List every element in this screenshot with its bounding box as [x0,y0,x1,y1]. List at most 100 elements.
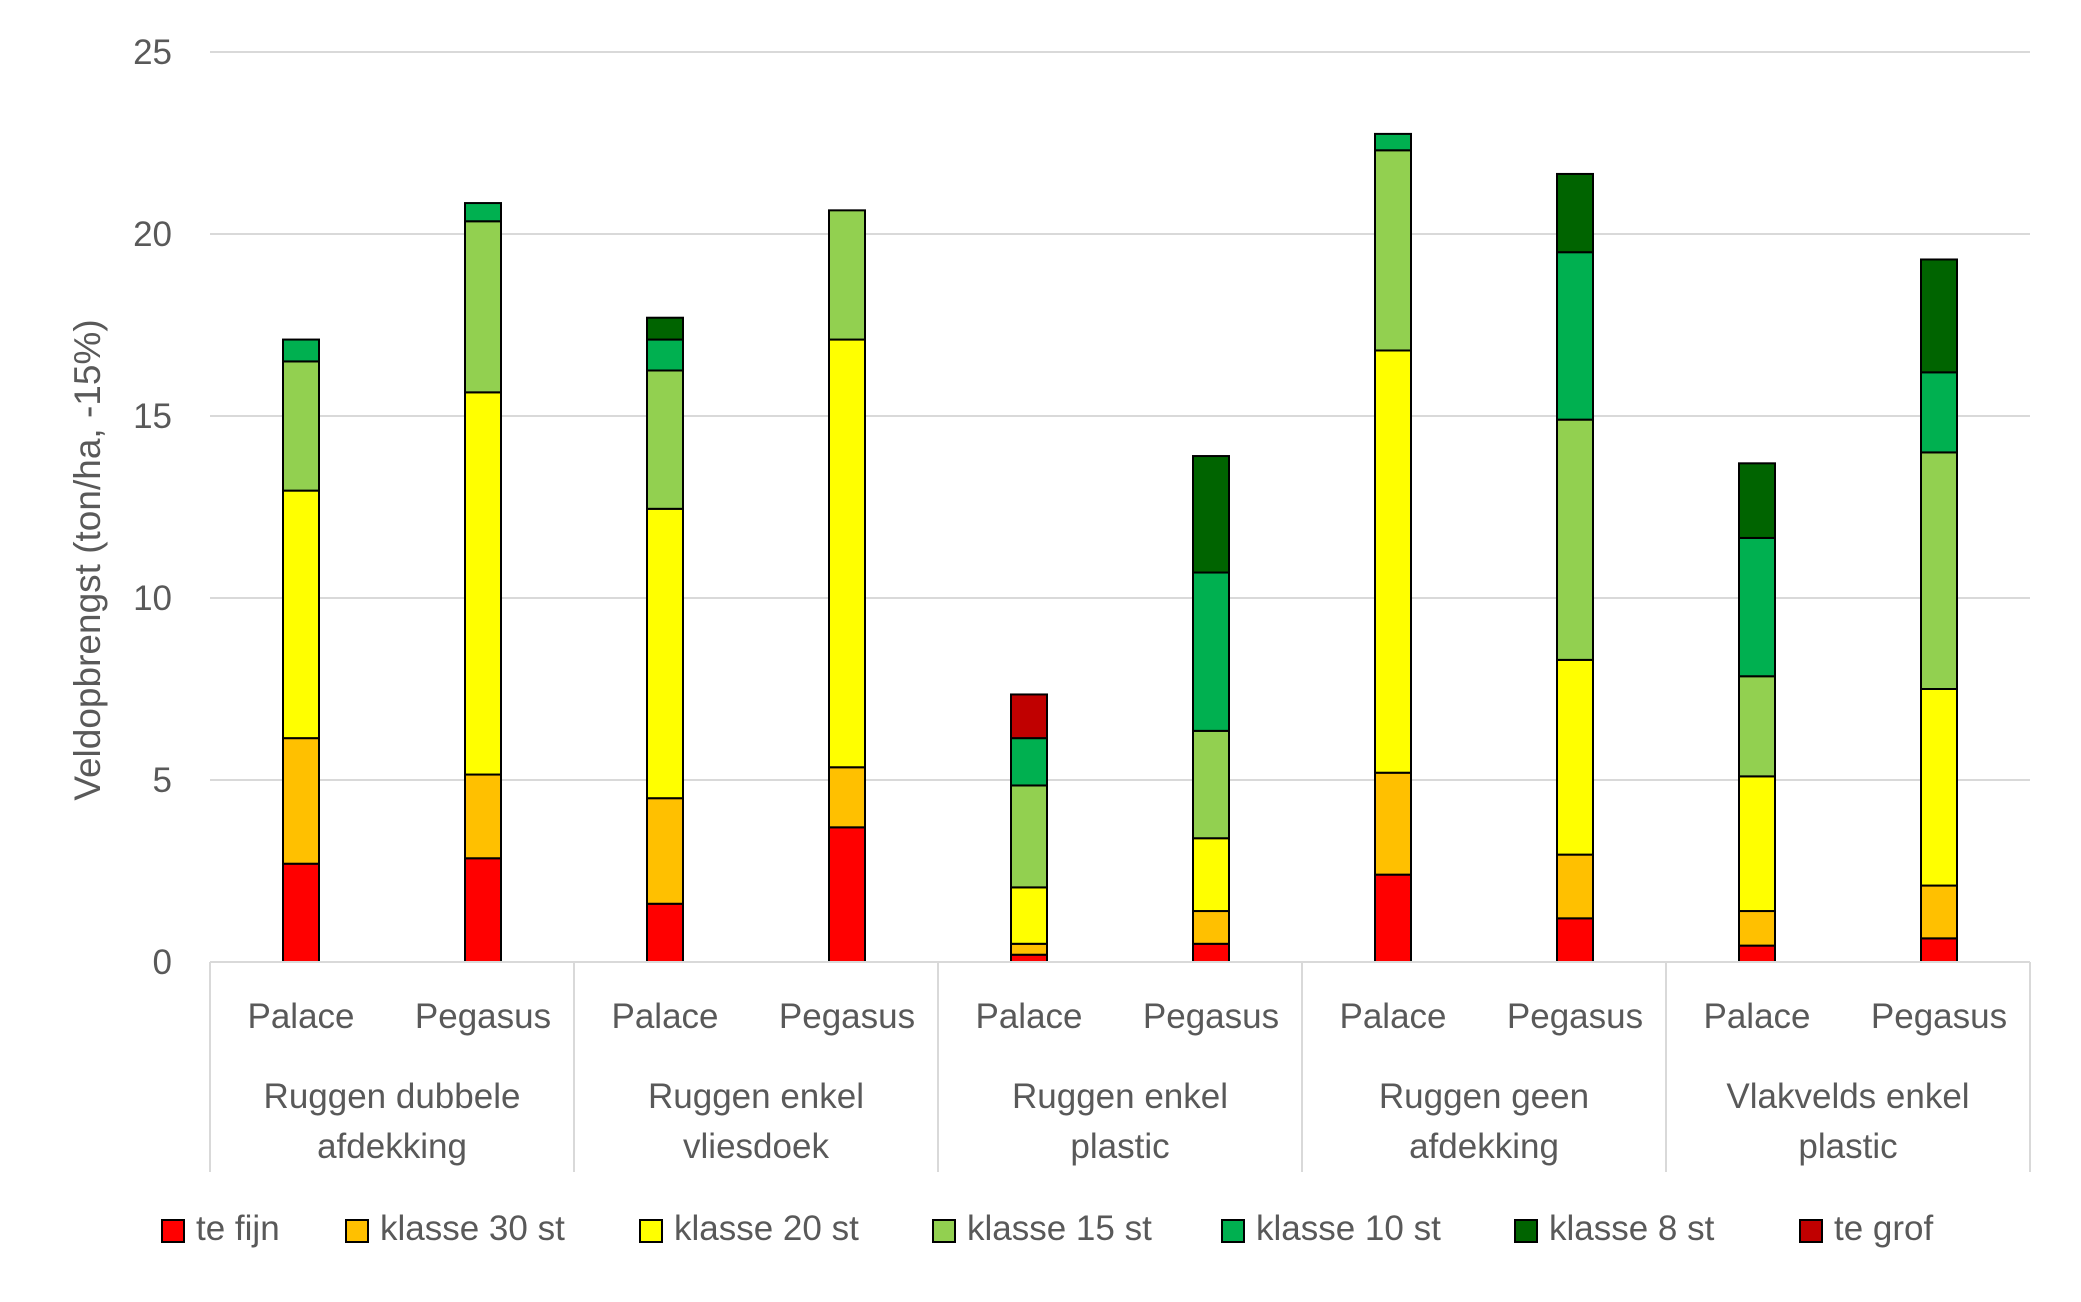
bar-segment [1010,737,1048,787]
legend-swatch [1514,1219,1538,1243]
x-category-label: Pegasus [1871,997,2007,1036]
bar-segment [1738,944,1776,963]
legend-swatch [639,1219,663,1243]
bar-segment [282,737,320,865]
bar-segment [1556,418,1594,661]
x-category-label: Palace [247,997,354,1036]
bar-segment [1010,942,1048,956]
bar-segment [1192,571,1230,732]
x-group-label: plastic [1798,1127,1897,1166]
y-axis-ticks: 0 5 10 15 20 25 [133,33,172,982]
legend-label: klasse 30 st [380,1209,565,1248]
legend-label: te fijn [196,1209,280,1248]
gridlines [210,51,2030,781]
bar-segment [1010,784,1048,889]
x-axis: Palace Pegasus Ruggen dubbele afdekking Pala… [209,961,2031,1172]
bar-segment [1556,917,1594,964]
legend-swatch [161,1219,185,1243]
bar-segment [828,766,866,829]
bar-segment [646,902,684,964]
y-tick-label: 0 [153,943,172,982]
bar-segment [1920,884,1958,940]
x-group-label: Ruggen enkel [1012,1077,1228,1116]
bar-segment [282,489,320,740]
bar-segment [1192,455,1230,574]
bar-segment [1374,873,1412,964]
bar-segment [646,316,684,341]
bar-segment [1920,688,1958,887]
legend-swatch [345,1219,369,1243]
bar-segment [464,857,502,964]
bar-segment [1920,371,1958,454]
bar-segment [1738,462,1776,539]
bar-segment [646,507,684,800]
bar-segment [1738,675,1776,778]
bar-segment [1374,149,1412,352]
x-group-label: Ruggen enkel [648,1077,864,1116]
bar-segment [282,862,320,963]
legend-swatch [932,1219,956,1243]
bar-segment [1556,658,1594,856]
bar-segment [1556,172,1594,254]
bar-segment [1010,953,1048,963]
y-tick-label: 20 [133,215,172,254]
legend-label: te grof [1834,1209,1933,1248]
legend-label: klasse 10 st [1256,1209,1441,1248]
y-tick-label: 10 [133,579,172,618]
x-category-label: Pegasus [415,997,551,1036]
bar-segment [1920,451,1958,690]
legend-swatch [1221,1219,1245,1243]
x-group-label: plastic [1070,1127,1169,1166]
x-group-label: Ruggen geen [1379,1077,1589,1116]
bar-segment [1556,853,1594,920]
bar-segment [1192,837,1230,913]
bar-segment [1920,258,1958,374]
x-group-label: afdekking [1409,1127,1559,1166]
bar-segment [828,338,866,769]
bar-segment [282,360,320,492]
bar-segment [1556,251,1594,421]
x-category-label: Palace [611,997,718,1036]
bar-segment [1738,536,1776,678]
bar-segment [1192,729,1230,840]
bar-segment [1374,132,1412,152]
x-group-label: vliesdoek [683,1127,829,1166]
legend-label: klasse 8 st [1549,1209,1715,1248]
x-category-label: Palace [1339,997,1446,1036]
x-group-label: afdekking [317,1127,467,1166]
bar-segment [1738,775,1776,913]
bar-segment [464,773,502,860]
bar-segment [464,220,502,394]
bar-segment [282,338,320,363]
legend-label: klasse 20 st [674,1209,859,1248]
bars [282,132,1958,964]
y-axis-label: Veldopbrengst (ton/ha, -15%) [67,319,108,800]
bar-segment [1010,886,1048,945]
bar-segment [1192,910,1230,945]
bar-segment [1920,937,1958,964]
y-tick-label: 25 [133,33,172,72]
bar-segment [1374,349,1412,774]
legend-label: klasse 15 st [967,1209,1152,1248]
y-tick-label: 5 [153,761,172,800]
bar-segment [646,369,684,510]
x-category-label: Pegasus [1507,997,1643,1036]
bar-segment [828,826,866,963]
x-group-label: Vlakvelds enkel [1726,1077,1969,1116]
bar-segment [646,338,684,372]
bar-segment [1010,693,1048,740]
bar-segment [646,797,684,905]
x-category-label: Palace [1703,997,1810,1036]
x-category-label: Pegasus [779,997,915,1036]
y-tick-label: 15 [133,397,172,436]
bar-segment [464,391,502,776]
bar-segment [1738,910,1776,947]
bar-segment [1192,942,1230,963]
x-category-label: Pegasus [1143,997,1279,1036]
x-group-label: Ruggen dubbele [264,1077,521,1116]
bar-segment [464,202,502,223]
bar-segment [828,209,866,341]
x-category-label: Palace [975,997,1082,1036]
